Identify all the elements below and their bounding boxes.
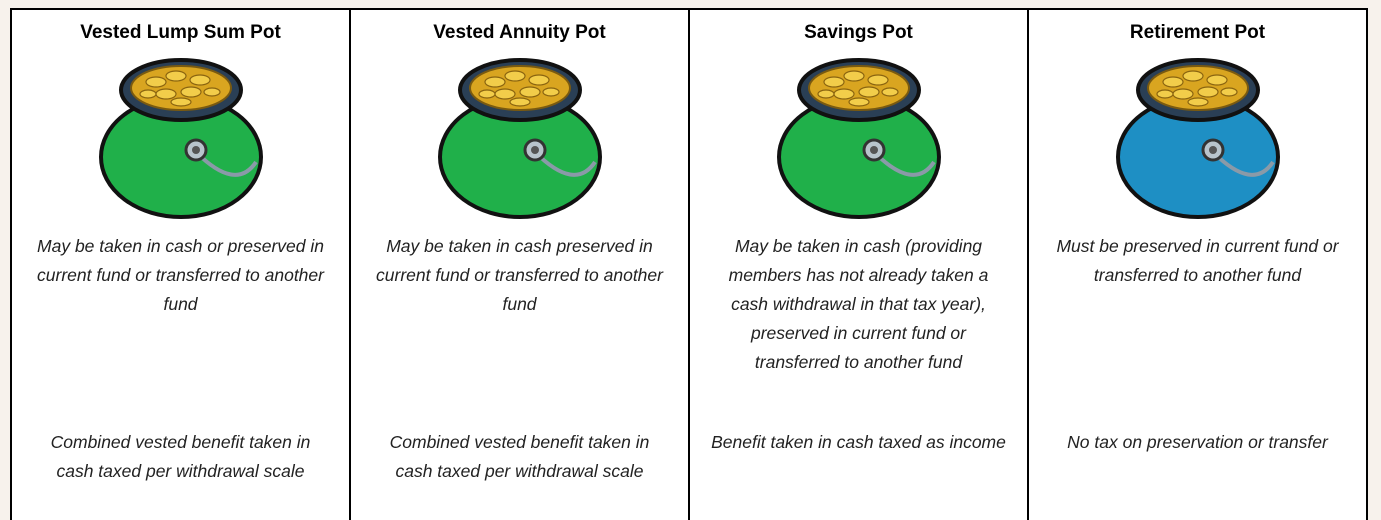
tax-note: No tax on preservation or transfer [1047,428,1348,457]
column-title: Savings Pot [690,22,1027,44]
column-title: Retirement Pot [1029,22,1366,44]
pot-icon [435,52,605,220]
tax-note: Benefit taken in cash taxed as income [708,428,1009,457]
description: Must be preserved in current fund or tra… [1047,232,1348,290]
column: Savings Pot May be taken in cash (provid… [690,10,1029,520]
description: May be taken in cash preserved in curren… [369,232,670,319]
comparison-table: Vested Lump Sum Pot May be taken in cash… [10,8,1368,520]
column-title: Vested Annuity Pot [351,22,688,44]
pot-icon [96,52,266,220]
column: Vested Annuity Pot May be taken in cash … [351,10,690,520]
pot-icon [774,52,944,220]
page: {"columns": [ {"title": "Vested Lump Sum… [0,0,1381,520]
description: May be taken in cash (providing members … [708,232,1009,377]
description: May be taken in cash or preserved in cur… [30,232,331,319]
tax-note: Combined vested benefit taken in cash ta… [30,428,331,486]
tax-note: Combined vested benefit taken in cash ta… [369,428,670,486]
column-title: Vested Lump Sum Pot [12,22,349,44]
pot-icon [1113,52,1283,220]
column: Vested Lump Sum Pot May be taken in cash… [12,10,351,520]
column: Retirement Pot Must be preserved in curr… [1029,10,1366,520]
